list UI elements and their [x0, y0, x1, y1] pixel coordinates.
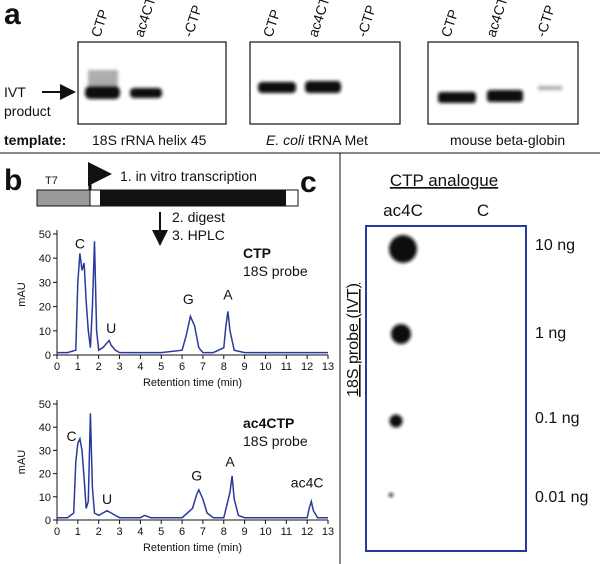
- legend-entry: CTP: [243, 245, 271, 261]
- template: E. coli tRNA Met: [266, 132, 368, 148]
- x-tick-label: 3: [116, 361, 122, 373]
- peak-label: U: [102, 491, 112, 507]
- panel-label: b: [4, 164, 22, 197]
- panel-label: a: [4, 0, 21, 31]
- y-tick-label: 10: [39, 326, 51, 338]
- lane-label: CTP: [438, 7, 462, 39]
- x-axis-label: Retention time (min): [143, 377, 242, 389]
- step: 2. digest: [172, 209, 225, 225]
- y-tick-label: 10: [39, 492, 51, 504]
- x-tick-label: 10: [259, 361, 271, 373]
- y-tick-label: 30: [39, 277, 51, 289]
- line: [57, 413, 328, 519]
- y-axis-label: mAU: [16, 282, 28, 307]
- row-label: 0.1 ng: [535, 410, 579, 427]
- x-tick-label: 4: [137, 361, 143, 373]
- column-label: ac4C: [383, 201, 423, 220]
- y-tick-label: 50: [39, 229, 51, 241]
- gels: [77, 41, 579, 125]
- peak-label: A: [223, 286, 233, 302]
- x-tick-label: 5: [158, 361, 164, 373]
- tss-arrow: [88, 162, 112, 190]
- y-tick-label: 40: [39, 253, 51, 265]
- step: 3. HPLC: [172, 227, 225, 243]
- peak-label: C: [67, 428, 77, 444]
- template-part: tRNA Met: [304, 132, 368, 148]
- line: [57, 241, 328, 354]
- x-tick-label: 2: [96, 526, 102, 538]
- y-tick-label: 0: [45, 350, 51, 362]
- promoter-box: [36, 189, 91, 207]
- peak-label: G: [183, 291, 194, 307]
- side-label: IVT: [4, 84, 26, 100]
- row-label: 0.01 ng: [535, 489, 588, 506]
- x-tick-label: 12: [301, 361, 313, 373]
- legend-entry: ac4CTP: [243, 415, 294, 431]
- x-tick-label: 11: [281, 526, 292, 538]
- y-tick-label: 40: [39, 422, 51, 434]
- x-tick-label: 7: [200, 361, 206, 373]
- dots: [389, 235, 417, 497]
- peak-label: ac4C: [291, 475, 324, 491]
- x-tick-label: 6: [179, 361, 185, 373]
- row-axis-label: 18S probe (IVT): [345, 283, 362, 397]
- subtitle: 18S probe: [243, 263, 308, 279]
- subtitle: 18S probe: [243, 433, 308, 449]
- y-tick-label: 20: [39, 302, 51, 314]
- x-tick-label: 7: [200, 526, 206, 538]
- x-axis-label: Retention time (min): [143, 542, 242, 554]
- x-tick-label: 3: [116, 526, 122, 538]
- x-tick-label: 1: [75, 526, 81, 538]
- x-tick-label: 9: [242, 361, 248, 373]
- y-tick-label: 30: [39, 445, 51, 457]
- lane-label: -CTP: [533, 3, 558, 39]
- x-tick-label: 8: [221, 361, 227, 373]
- step: 1. in vitro transcription: [120, 168, 257, 184]
- x-tick-label: 12: [301, 526, 313, 538]
- column-label: C: [477, 201, 489, 220]
- gel-bands: [85, 70, 562, 103]
- lane-label: CTP: [88, 7, 112, 39]
- row-label: 10 ng: [535, 237, 575, 254]
- promoter: T7: [45, 175, 58, 187]
- x-tick-label: 6: [179, 526, 185, 538]
- blot: [365, 225, 527, 552]
- peak-label: U: [106, 320, 116, 336]
- x-tick-label: 4: [137, 526, 143, 538]
- x-tick-label: 5: [158, 526, 164, 538]
- lane-label: -CTP: [354, 3, 379, 39]
- lane-label: -CTP: [180, 3, 205, 39]
- lane-label: ac4CTP: [305, 0, 336, 39]
- panel-title: CTP analogue: [390, 171, 498, 190]
- template: mouse beta-globin: [450, 132, 565, 148]
- x-tick-label: 13: [322, 526, 334, 538]
- x-tick-label: 10: [259, 526, 271, 538]
- peak-label: A: [225, 454, 235, 470]
- gene-body: [100, 190, 286, 206]
- row-label: 1 ng: [535, 325, 566, 342]
- y-tick-label: 50: [39, 399, 51, 411]
- peak-label: G: [191, 468, 202, 484]
- x-tick-label: 0: [54, 361, 60, 373]
- x-tick-label: 8: [221, 526, 227, 538]
- y-tick-label: 20: [39, 469, 51, 481]
- x-tick-label: 1: [75, 361, 81, 373]
- lane-label: CTP: [260, 7, 284, 39]
- x-tick-label: 11: [281, 361, 292, 373]
- y-tick-label: 0: [45, 515, 51, 527]
- x-tick-label: 13: [322, 361, 334, 373]
- lane-label: ac4CTP: [131, 0, 162, 39]
- y-axis-label: mAU: [16, 450, 28, 475]
- peak-label: C: [75, 236, 85, 252]
- side-label: product: [4, 103, 51, 119]
- x-tick-label: 0: [54, 526, 60, 538]
- x-tick-label: 2: [96, 361, 102, 373]
- template-label: template:: [4, 132, 66, 148]
- panel-label: c: [300, 166, 317, 199]
- x-tick-label: 9: [242, 526, 248, 538]
- template: 18S rRNA helix 45: [92, 132, 207, 148]
- template-part: E. coli: [266, 132, 305, 148]
- lane-label: ac4CTP: [483, 0, 514, 39]
